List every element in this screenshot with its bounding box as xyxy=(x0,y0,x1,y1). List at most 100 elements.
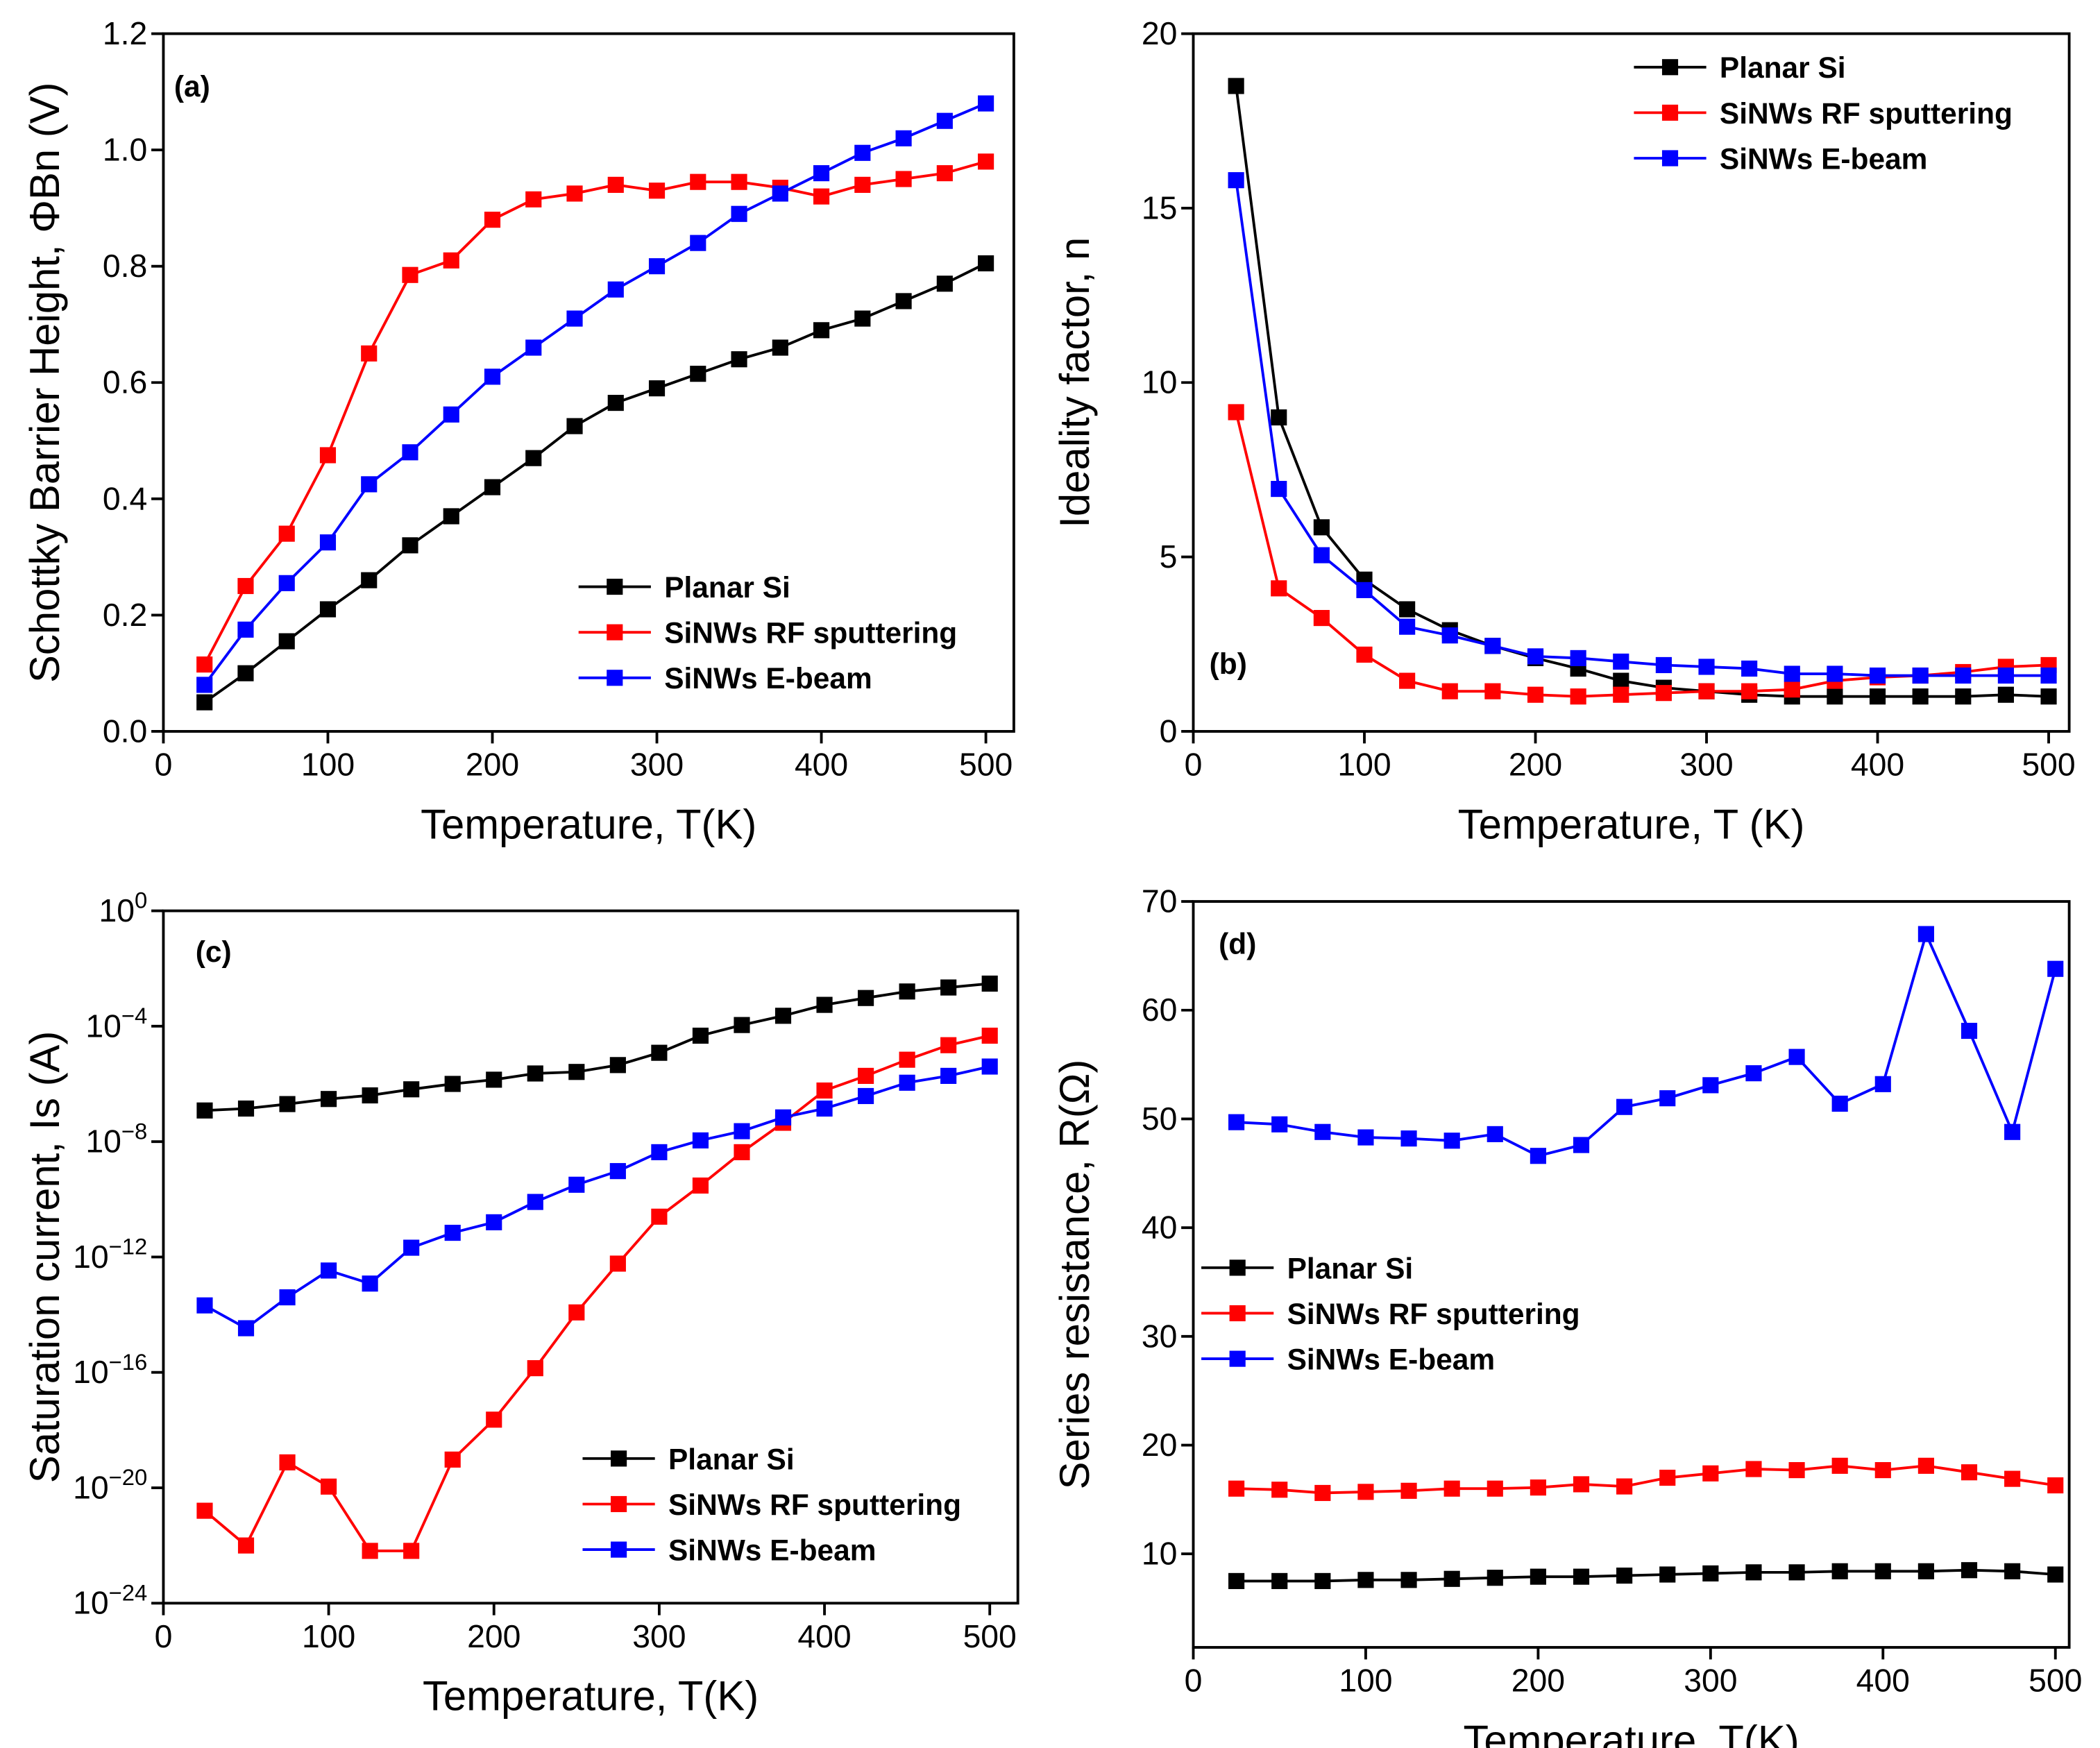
data-point xyxy=(1573,1568,1590,1585)
y-tick-label: 60 xyxy=(1142,992,1178,1028)
data-point xyxy=(486,1411,502,1428)
data-point xyxy=(978,255,994,272)
data-point xyxy=(816,1082,833,1099)
data-point xyxy=(1869,688,1886,705)
data-point xyxy=(1917,926,1934,942)
data-point xyxy=(444,1076,461,1092)
data-point xyxy=(237,1100,255,1117)
data-point xyxy=(1827,665,1843,682)
plot-frame xyxy=(1192,900,2071,1649)
data-point xyxy=(527,1194,543,1210)
legend-label: SiNWs RF sputtering xyxy=(664,617,957,650)
data-point xyxy=(1917,1457,1934,1474)
y-tick-label: 20 xyxy=(1142,1427,1178,1463)
data-point xyxy=(648,258,666,275)
data-point xyxy=(319,534,337,551)
series-line xyxy=(1235,180,2049,677)
data-point xyxy=(1874,1563,1891,1579)
data-point xyxy=(566,185,583,202)
x-tick-label: 400 xyxy=(795,747,848,783)
data-point xyxy=(279,1454,296,1470)
data-point xyxy=(772,339,788,356)
y-tick-label: 50 xyxy=(1142,1101,1178,1137)
y-tick-label: 10−16 xyxy=(73,1349,147,1390)
data-point xyxy=(1357,1129,1374,1146)
y-tick-label: 15 xyxy=(1142,189,1178,226)
data-point xyxy=(279,1289,296,1306)
data-point xyxy=(1228,172,1244,189)
x-tick-label: 0 xyxy=(1185,1663,1203,1699)
y-tick-label: 1.2 xyxy=(103,15,147,51)
y-tick-label: 10 xyxy=(1142,364,1178,400)
legend-label: Planar Si xyxy=(668,1443,795,1475)
data-point xyxy=(1698,659,1715,675)
legend-marker xyxy=(607,670,623,686)
legend-marker xyxy=(607,624,623,640)
data-point xyxy=(1788,1049,1805,1065)
legend-marker xyxy=(607,578,623,595)
data-point xyxy=(1314,1572,1331,1589)
data-point xyxy=(2004,1470,2021,1487)
data-point xyxy=(443,508,459,525)
data-point xyxy=(1271,580,1287,597)
data-point xyxy=(858,1087,874,1105)
data-point xyxy=(899,1051,915,1068)
data-point xyxy=(362,1543,378,1559)
data-point xyxy=(1487,1126,1503,1142)
data-point xyxy=(566,418,583,434)
data-point xyxy=(527,1360,543,1377)
data-point xyxy=(940,1067,957,1084)
data-point xyxy=(772,185,788,202)
x-tick-label: 300 xyxy=(1679,747,1733,783)
data-point xyxy=(899,983,915,1000)
legend-marker xyxy=(1229,1350,1246,1367)
data-point xyxy=(1869,667,1886,684)
data-point xyxy=(1961,1562,1978,1579)
y-axis-label: Saturation current, Is (A) xyxy=(22,1031,68,1484)
data-point xyxy=(609,1163,626,1180)
data-point xyxy=(1613,672,1629,689)
data-point xyxy=(1487,1480,1503,1497)
data-point xyxy=(1527,648,1544,665)
data-point xyxy=(319,601,337,618)
x-tick-label: 400 xyxy=(797,1618,851,1654)
data-point xyxy=(1400,1572,1417,1588)
data-point xyxy=(237,1320,255,1337)
data-point xyxy=(936,112,953,129)
data-point xyxy=(1228,1480,1245,1497)
x-tick-label: 100 xyxy=(301,747,355,783)
x-tick-label: 100 xyxy=(1339,1663,1392,1699)
x-axis-label: Temperature, T (K) xyxy=(1458,801,1805,847)
data-point xyxy=(1831,1095,1848,1112)
x-tick-label: 500 xyxy=(2029,1663,2082,1699)
data-point xyxy=(1655,656,1672,674)
legend-label: SiNWs E-beam xyxy=(1720,142,1927,175)
data-point xyxy=(734,1123,750,1139)
data-point xyxy=(1997,686,2014,703)
x-axis-label: Temperature, T(K) xyxy=(423,1673,759,1720)
data-point xyxy=(1613,653,1629,670)
data-point xyxy=(1961,1464,1978,1481)
data-point xyxy=(1527,686,1544,703)
data-point xyxy=(403,1081,420,1098)
data-point xyxy=(1314,1484,1331,1502)
data-point xyxy=(321,1091,337,1108)
data-point xyxy=(854,310,871,327)
legend-label: SiNWs E-beam xyxy=(664,662,872,695)
data-point xyxy=(734,1017,750,1033)
data-point xyxy=(651,1208,668,1225)
data-point xyxy=(774,1008,792,1024)
data-point xyxy=(1874,1461,1891,1479)
data-point xyxy=(1400,1482,1417,1499)
data-point xyxy=(486,1214,502,1230)
data-point xyxy=(1271,1572,1288,1589)
data-point xyxy=(2040,667,2057,684)
x-axis-label: Temperature, T(K) xyxy=(1463,1717,1799,1748)
data-point xyxy=(1271,480,1287,498)
data-point xyxy=(1228,1572,1245,1589)
data-point xyxy=(1313,519,1330,536)
x-tick-label: 400 xyxy=(1851,747,1904,783)
data-point xyxy=(361,572,378,588)
